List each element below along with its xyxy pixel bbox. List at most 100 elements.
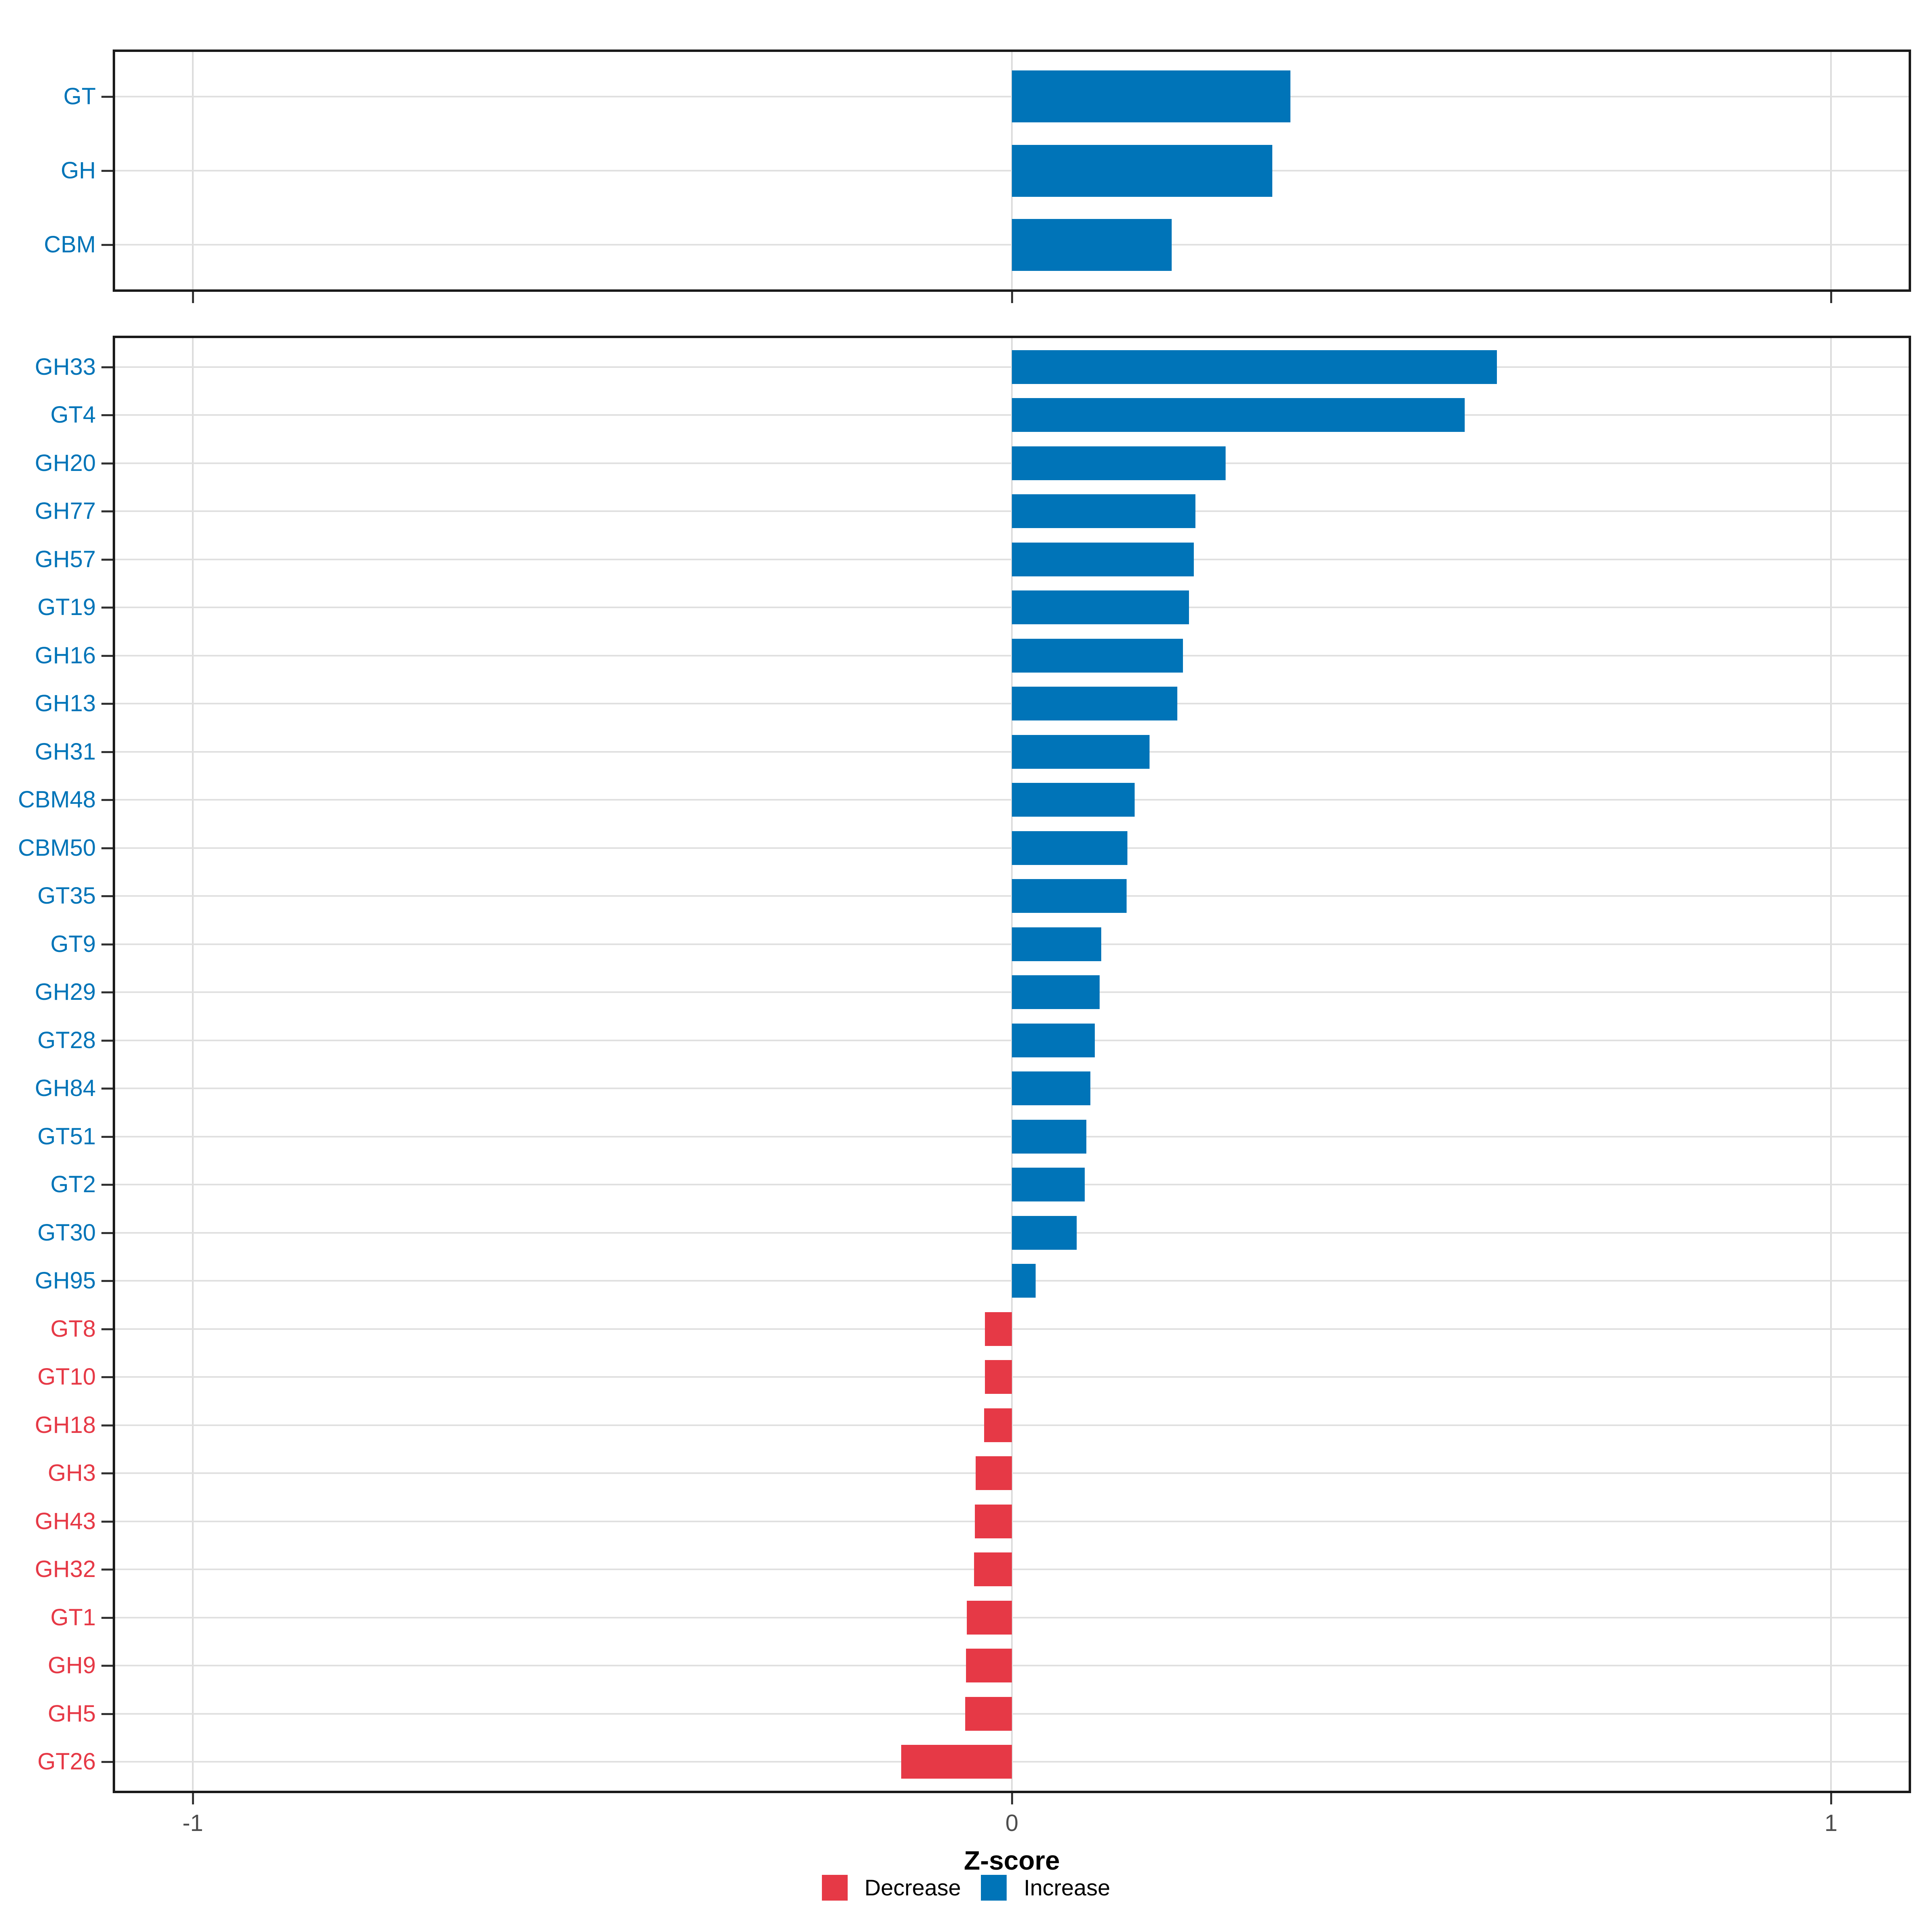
bar-GH bbox=[1012, 145, 1272, 197]
x-tick-label-1: 1 bbox=[1824, 1810, 1838, 1836]
bar-GH32 bbox=[974, 1552, 1012, 1586]
x-tick-1 bbox=[1830, 292, 1832, 303]
y-axis-label-GT10: GT10 bbox=[37, 1364, 96, 1390]
y-axis-label-GH3: GH3 bbox=[47, 1460, 96, 1486]
y-tick bbox=[101, 751, 113, 753]
bar-GT4 bbox=[1012, 398, 1465, 432]
y-tick bbox=[101, 1184, 113, 1186]
y-tick bbox=[101, 1280, 113, 1282]
y-axis-label-GH16: GH16 bbox=[35, 642, 96, 669]
bar-GH9 bbox=[966, 1649, 1012, 1682]
y-tick bbox=[101, 655, 113, 657]
y-tick bbox=[101, 462, 113, 464]
y-axis-label-GH29: GH29 bbox=[35, 979, 96, 1005]
gridline-h bbox=[115, 1424, 1909, 1426]
gridline-h bbox=[115, 1665, 1909, 1666]
bar-GT bbox=[1012, 70, 1290, 122]
bar-GH29 bbox=[1012, 975, 1100, 1009]
y-axis-label-GH33: GH33 bbox=[35, 354, 96, 380]
y-tick bbox=[101, 1328, 113, 1330]
gridline-v-0 bbox=[1011, 338, 1013, 1791]
y-tick bbox=[101, 1232, 113, 1234]
bar-GT51 bbox=[1012, 1120, 1086, 1154]
bar-GT10 bbox=[985, 1360, 1012, 1394]
y-tick bbox=[101, 96, 113, 98]
bar-GH84 bbox=[1012, 1071, 1090, 1105]
bar-GH18 bbox=[984, 1408, 1012, 1442]
y-axis-label-CBM50: CBM50 bbox=[18, 835, 96, 861]
y-axis-label-GT19: GT19 bbox=[37, 594, 96, 620]
y-tick bbox=[101, 607, 113, 609]
gridline-h bbox=[115, 1617, 1909, 1618]
y-axis-label-GH57: GH57 bbox=[35, 546, 96, 572]
y-tick bbox=[101, 510, 113, 512]
x-tick--1 bbox=[192, 1793, 194, 1804]
y-axis-label-GT9: GT9 bbox=[50, 931, 96, 957]
bar-CBM bbox=[1012, 219, 1172, 271]
legend-item-increase: Increase bbox=[981, 1875, 1110, 1901]
bar-GH33 bbox=[1012, 350, 1497, 384]
y-axis-label-GH31: GH31 bbox=[35, 739, 96, 765]
y-axis-label-GH95: GH95 bbox=[35, 1267, 96, 1294]
panel-enzyme-families bbox=[113, 336, 1911, 1793]
legend-item-decrease: Decrease bbox=[822, 1875, 961, 1901]
bar-GH77 bbox=[1012, 494, 1195, 528]
legend-swatch-decrease bbox=[822, 1875, 848, 1901]
y-axis-label-GH84: GH84 bbox=[35, 1075, 96, 1101]
y-axis-label-GH9: GH9 bbox=[47, 1652, 96, 1678]
bar-GT2 bbox=[1012, 1168, 1085, 1201]
legend-label-decrease: Decrease bbox=[864, 1875, 961, 1900]
bar-GH16 bbox=[1012, 639, 1183, 673]
y-tick bbox=[101, 1761, 113, 1763]
y-tick bbox=[101, 559, 113, 561]
y-tick bbox=[101, 1665, 113, 1667]
bar-CBM50 bbox=[1012, 831, 1127, 865]
y-axis-label-GT1: GT1 bbox=[50, 1604, 96, 1631]
y-axis-label-GH20: GH20 bbox=[35, 450, 96, 476]
y-tick bbox=[101, 1136, 113, 1138]
y-axis-label-GH32: GH32 bbox=[35, 1556, 96, 1582]
gridline-v--1 bbox=[192, 338, 194, 1791]
y-tick bbox=[101, 895, 113, 897]
gridline-h bbox=[115, 1761, 1909, 1763]
y-tick bbox=[101, 1521, 113, 1523]
x-tick-0 bbox=[1011, 1793, 1013, 1804]
y-axis-label-GT30: GT30 bbox=[37, 1220, 96, 1246]
bar-GT35 bbox=[1012, 879, 1127, 913]
y-axis-label-GT2: GT2 bbox=[50, 1171, 96, 1197]
gridline-v-1 bbox=[1830, 338, 1832, 1791]
bar-GH57 bbox=[1012, 543, 1194, 576]
bar-GH95 bbox=[1012, 1264, 1036, 1298]
x-tick-label-0: 0 bbox=[1005, 1810, 1019, 1836]
legend-label-increase: Increase bbox=[1024, 1875, 1110, 1900]
y-axis-label-GH43: GH43 bbox=[35, 1508, 96, 1534]
y-tick bbox=[101, 1472, 113, 1474]
x-tick-1 bbox=[1830, 1793, 1832, 1804]
y-axis-label-GH13: GH13 bbox=[35, 690, 96, 716]
y-tick bbox=[101, 170, 113, 172]
y-tick bbox=[101, 244, 113, 246]
y-tick bbox=[101, 1569, 113, 1571]
y-tick bbox=[101, 1040, 113, 1042]
y-tick bbox=[101, 703, 113, 705]
y-axis-label-GT8: GT8 bbox=[50, 1316, 96, 1342]
bar-GT19 bbox=[1012, 590, 1189, 624]
bar-GH31 bbox=[1012, 735, 1150, 769]
y-tick bbox=[101, 847, 113, 849]
bar-GT1 bbox=[967, 1601, 1012, 1635]
legend-swatch-increase bbox=[981, 1875, 1007, 1901]
y-axis-label-GT: GT bbox=[63, 83, 96, 109]
y-tick bbox=[101, 414, 113, 416]
y-axis-label-GT35: GT35 bbox=[37, 883, 96, 909]
y-tick bbox=[101, 1617, 113, 1619]
gridline-h bbox=[115, 1569, 1909, 1570]
bar-GT26 bbox=[901, 1745, 1012, 1779]
y-axis-label-GH18: GH18 bbox=[35, 1412, 96, 1438]
y-tick bbox=[101, 991, 113, 993]
gridline-h bbox=[115, 1328, 1909, 1330]
y-axis-label-GH5: GH5 bbox=[47, 1701, 96, 1727]
bar-GH43 bbox=[975, 1505, 1012, 1538]
legend: Decrease Increase bbox=[0, 1875, 1932, 1901]
y-tick bbox=[101, 1376, 113, 1378]
